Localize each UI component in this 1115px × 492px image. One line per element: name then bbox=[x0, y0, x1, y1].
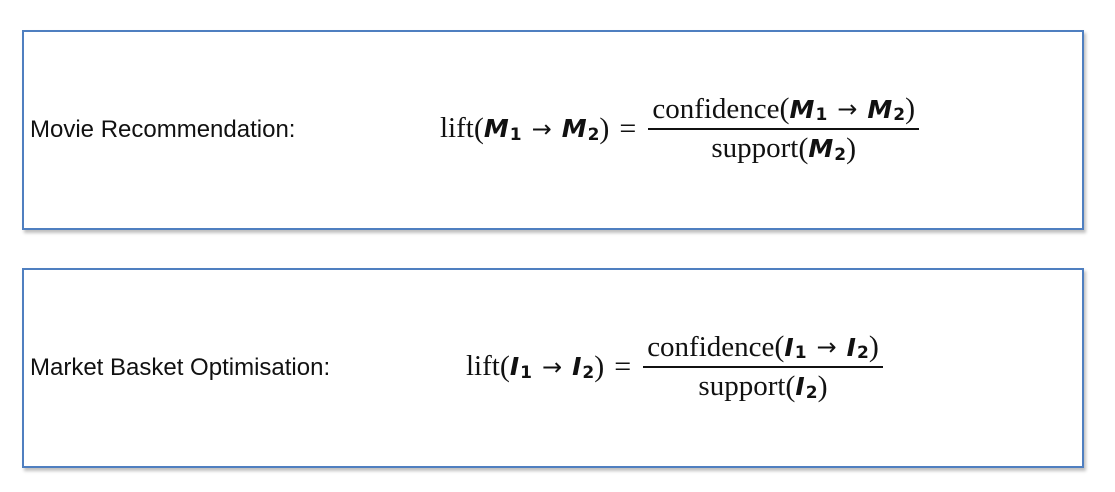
open-paren: ( bbox=[473, 111, 484, 145]
fraction-numerator: confidence(M 1 → M 2) bbox=[648, 92, 919, 128]
item-index: 2 bbox=[587, 124, 600, 145]
item-symbol: I bbox=[795, 372, 805, 401]
fraction-denominator: support(I 2) bbox=[694, 368, 831, 404]
market-basket-label: Market Basket Optimisation: bbox=[30, 354, 331, 381]
arrow-icon: → bbox=[816, 333, 837, 361]
fraction-denominator: support(M 2) bbox=[707, 130, 860, 166]
item-symbol: M bbox=[789, 94, 815, 124]
item-symbol: I bbox=[846, 332, 856, 362]
lift-function-name: lift bbox=[466, 350, 500, 383]
market-basket-box: Market Basket Optimisation: lift(I 1 → I 2) … bbox=[22, 268, 1084, 468]
open-paren: ( bbox=[798, 131, 809, 165]
item-index: 2 bbox=[582, 362, 595, 383]
equals-sign: = bbox=[619, 111, 637, 145]
movie-recommendation-label: Movie Recommendation: bbox=[30, 116, 296, 143]
close-paren: ) bbox=[599, 111, 610, 145]
item-symbol: I bbox=[509, 352, 520, 382]
lift-function-name: lift bbox=[440, 112, 474, 145]
close-paren: ) bbox=[905, 92, 916, 125]
close-paren: ) bbox=[846, 131, 857, 165]
arrow-icon: → bbox=[531, 114, 552, 143]
item-symbol: M bbox=[808, 134, 834, 163]
equals-sign: = bbox=[614, 349, 632, 383]
item-index: 2 bbox=[805, 382, 818, 403]
close-paren: ) bbox=[594, 349, 605, 383]
item-symbol: I bbox=[784, 332, 794, 362]
support-function-name: support bbox=[711, 132, 799, 164]
item-index: 2 bbox=[856, 343, 869, 363]
item-symbol: I bbox=[572, 352, 582, 382]
open-paren: ( bbox=[785, 369, 796, 403]
item-symbol: M bbox=[483, 114, 509, 144]
open-paren: ( bbox=[774, 330, 785, 363]
fraction-numerator: confidence(I 1 → I 2) bbox=[643, 330, 883, 366]
movie-lift-formula: lift(M 1 → M 2) = confidence(M 1 → M 2) support(… bbox=[440, 92, 920, 166]
arrow-icon: → bbox=[542, 352, 563, 381]
close-paren: ) bbox=[817, 369, 828, 403]
confidence-function-name: confidence bbox=[647, 330, 775, 363]
item-symbol: M bbox=[867, 94, 893, 124]
item-index: 1 bbox=[815, 105, 828, 125]
arrow-icon: → bbox=[837, 95, 858, 123]
market-lift-formula: lift(I 1 → I 2) = confidence(I 1 → I 2) support(… bbox=[466, 330, 883, 404]
item-index: 2 bbox=[893, 105, 906, 125]
fraction: confidence(I 1 → I 2) support(I 2) bbox=[643, 330, 883, 404]
close-paren: ) bbox=[868, 330, 879, 363]
item-index: 1 bbox=[509, 124, 522, 145]
movie-recommendation-box: Movie Recommendation: lift(M 1 → M 2) = conf… bbox=[22, 30, 1084, 230]
confidence-function-name: confidence bbox=[652, 92, 780, 125]
item-index: 1 bbox=[794, 343, 807, 363]
fraction-bar bbox=[643, 366, 883, 368]
item-index: 1 bbox=[520, 362, 532, 383]
fraction-bar bbox=[648, 128, 920, 130]
fraction: confidence(M 1 → M 2) support(M 2) bbox=[648, 92, 920, 166]
item-index: 2 bbox=[834, 144, 847, 165]
open-paren: ( bbox=[499, 349, 510, 383]
support-function-name: support bbox=[698, 370, 786, 402]
open-paren: ( bbox=[779, 92, 790, 125]
item-symbol: M bbox=[561, 114, 587, 144]
